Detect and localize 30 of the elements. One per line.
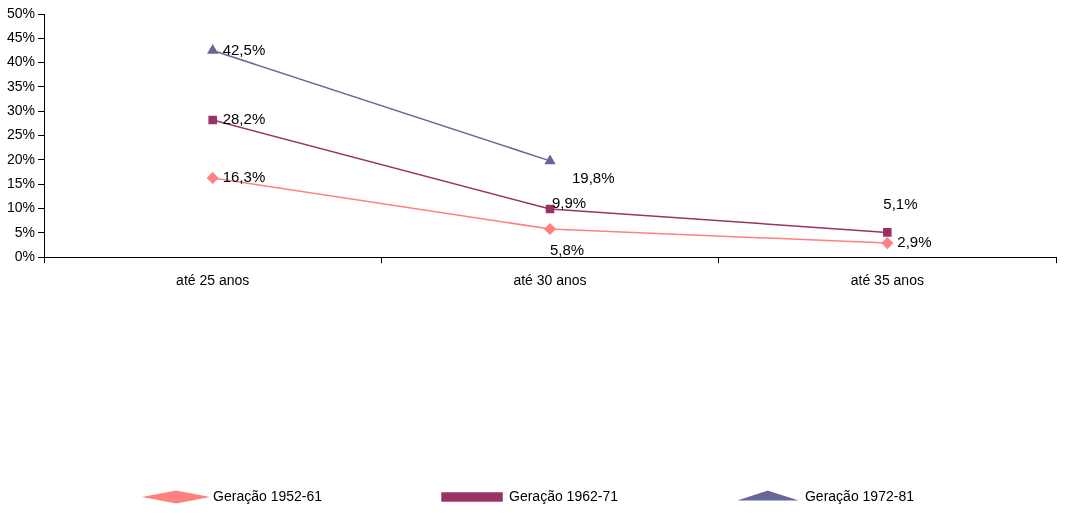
y-tick-label: 40%	[6, 53, 36, 70]
data-label: 2,9%	[897, 233, 932, 251]
point	[883, 228, 892, 237]
y-tick-label: 35%	[6, 77, 36, 94]
x-tick-label: até 30 anos	[513, 272, 587, 289]
data-label: 5,8%	[550, 241, 585, 259]
data-label: 9,9%	[552, 194, 587, 212]
data-label: 16,3%	[222, 168, 266, 186]
y-tick-label: 10%	[6, 199, 36, 216]
y-tick-label: 5%	[14, 223, 36, 240]
data-label: 19,8%	[572, 169, 615, 187]
x-tick-label: até 25 anos	[176, 272, 250, 289]
y-tick-label: 50%	[6, 4, 36, 21]
y-tick-label: 25%	[6, 126, 36, 143]
point	[881, 237, 894, 249]
y-tick-label: 0%	[14, 248, 36, 265]
x-tick-label: até 35 anos	[850, 272, 924, 289]
data-label: 28,2%	[222, 110, 266, 128]
point	[544, 223, 556, 235]
legend-label: Geração 1952-61	[213, 487, 323, 504]
legend-label: Geração 1972-81	[804, 487, 915, 504]
point	[208, 115, 217, 125]
y-tick-label: 20%	[6, 150, 36, 167]
legend-label: Geração 1962-71	[509, 487, 619, 504]
data-label: 42,5%	[222, 40, 266, 58]
data-label: 5,1%	[883, 194, 918, 212]
y-tick-label: 30%	[6, 102, 36, 119]
y-tick-label: 45%	[6, 29, 36, 46]
y-tick-label: 15%	[6, 175, 36, 192]
point	[206, 172, 219, 184]
